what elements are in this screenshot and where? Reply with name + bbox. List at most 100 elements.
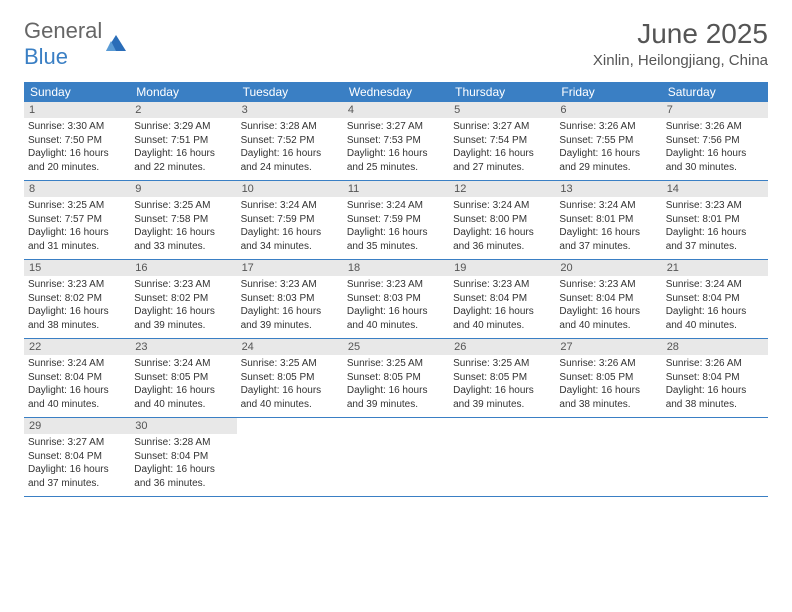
day-details: Sunrise: 3:25 AMSunset: 8:05 PMDaylight:…	[241, 357, 339, 411]
day-details: Sunrise: 3:26 AMSunset: 8:05 PMDaylight:…	[559, 357, 657, 411]
day-cell: 18Sunrise: 3:23 AMSunset: 8:03 PMDayligh…	[343, 260, 449, 338]
week-row: 1 Sunrise: 3:30 AMSunset: 7:50 PMDaylight…	[24, 102, 768, 181]
day-number: 13	[555, 181, 661, 197]
day-cell: 7 Sunrise: 3:26 AMSunset: 7:56 PMDaylight…	[662, 102, 768, 180]
weekday-header: Tuesday	[237, 82, 343, 102]
day-number: 28	[662, 339, 768, 355]
day-cell: 13 Sunrise: 3:24 AMSunset: 8:01 PMDayligh…	[555, 181, 661, 259]
day-number: 12	[449, 181, 555, 197]
day-cell: 9Sunrise: 3:25 AMSunset: 7:58 PMDaylight…	[130, 181, 236, 259]
day-details: Sunrise: 3:26 AMSunset: 7:55 PMDaylight:…	[559, 120, 657, 174]
title-block: June 2025 Xinlin, Heilongjiang, China	[593, 18, 768, 69]
day-number: 22	[24, 339, 130, 355]
day-cell: 24Sunrise: 3:25 AMSunset: 8:05 PMDayligh…	[237, 339, 343, 417]
logo-text-2: Blue	[24, 44, 68, 69]
calendar: SundayMondayTuesdayWednesdayThursdayFrid…	[24, 82, 768, 497]
day-details: Sunrise: 3:28 AMSunset: 7:52 PMDaylight:…	[241, 120, 339, 174]
day-details: Sunrise: 3:23 AMSunset: 8:04 PMDaylight:…	[453, 278, 551, 332]
day-number: 21	[662, 260, 768, 276]
day-cell: 30 Sunrise: 3:28 AMSunset: 8:04 PMDayligh…	[130, 418, 236, 496]
day-number: 4	[343, 102, 449, 118]
day-cell: 29 Sunrise: 3:27 AMSunset: 8:04 PMDayligh…	[24, 418, 130, 496]
day-number: 1	[24, 102, 130, 118]
day-number: 27	[555, 339, 661, 355]
logo-text-1: General	[24, 18, 102, 43]
day-details: Sunrise: 3:24 AMSunset: 8:05 PMDaylight:…	[134, 357, 232, 411]
day-details: Sunrise: 3:23 AMSunset: 8:02 PMDaylight:…	[134, 278, 232, 332]
day-cell: 17 Sunrise: 3:23 AMSunset: 8:03 PMDayligh…	[237, 260, 343, 338]
day-cell: 1 Sunrise: 3:30 AMSunset: 7:50 PMDaylight…	[24, 102, 130, 180]
day-cell	[662, 418, 768, 496]
day-number: 3	[237, 102, 343, 118]
day-cell: 10Sunrise: 3:24 AMSunset: 7:59 PMDayligh…	[237, 181, 343, 259]
day-details: Sunrise: 3:27 AMSunset: 7:53 PMDaylight:…	[347, 120, 445, 174]
day-number: 25	[343, 339, 449, 355]
day-details: Sunrise: 3:29 AMSunset: 7:51 PMDaylight:…	[134, 120, 232, 174]
day-cell: 2 Sunrise: 3:29 AMSunset: 7:51 PMDaylight…	[130, 102, 236, 180]
day-cell: 19 Sunrise: 3:23 AMSunset: 8:04 PMDayligh…	[449, 260, 555, 338]
day-details: Sunrise: 3:26 AMSunset: 8:04 PMDaylight:…	[666, 357, 764, 411]
day-details: Sunrise: 3:24 AMSunset: 7:59 PMDaylight:…	[241, 199, 339, 253]
week-row: 22 Sunrise: 3:24 AMSunset: 8:04 PMDayligh…	[24, 339, 768, 418]
day-number: 30	[130, 418, 236, 434]
day-cell: 21 Sunrise: 3:24 AMSunset: 8:04 PMDayligh…	[662, 260, 768, 338]
weekday-header: Sunday	[24, 82, 130, 102]
day-details: Sunrise: 3:25 AMSunset: 8:05 PMDaylight:…	[347, 357, 445, 411]
day-number: 2	[130, 102, 236, 118]
day-details: Sunrise: 3:25 AMSunset: 8:05 PMDaylight:…	[453, 357, 551, 411]
day-details: Sunrise: 3:25 AMSunset: 7:57 PMDaylight:…	[28, 199, 126, 253]
day-details: Sunrise: 3:25 AMSunset: 7:58 PMDaylight:…	[134, 199, 232, 253]
day-details: Sunrise: 3:24 AMSunset: 8:00 PMDaylight:…	[453, 199, 551, 253]
day-details: Sunrise: 3:23 AMSunset: 8:01 PMDaylight:…	[666, 199, 764, 253]
day-number: 17	[237, 260, 343, 276]
day-details: Sunrise: 3:28 AMSunset: 8:04 PMDaylight:…	[134, 436, 232, 490]
day-number: 7	[662, 102, 768, 118]
day-cell: 6 Sunrise: 3:26 AMSunset: 7:55 PMDaylight…	[555, 102, 661, 180]
day-details: Sunrise: 3:23 AMSunset: 8:02 PMDaylight:…	[28, 278, 126, 332]
day-number: 8	[24, 181, 130, 197]
day-cell: 20Sunrise: 3:23 AMSunset: 8:04 PMDayligh…	[555, 260, 661, 338]
weekday-header: Friday	[555, 82, 661, 102]
day-number: 5	[449, 102, 555, 118]
weekday-header: Monday	[130, 82, 236, 102]
day-number: 23	[130, 339, 236, 355]
day-cell: 8 Sunrise: 3:25 AMSunset: 7:57 PMDaylight…	[24, 181, 130, 259]
month-title: June 2025	[593, 18, 768, 50]
week-row: 15Sunrise: 3:23 AMSunset: 8:02 PMDayligh…	[24, 260, 768, 339]
weekday-header: Wednesday	[343, 82, 449, 102]
day-number: 6	[555, 102, 661, 118]
day-cell: 26Sunrise: 3:25 AMSunset: 8:05 PMDayligh…	[449, 339, 555, 417]
day-details: Sunrise: 3:24 AMSunset: 8:04 PMDaylight:…	[666, 278, 764, 332]
weekday-header: Thursday	[449, 82, 555, 102]
day-cell: 12 Sunrise: 3:24 AMSunset: 8:00 PMDayligh…	[449, 181, 555, 259]
weekday-header: Saturday	[662, 82, 768, 102]
day-details: Sunrise: 3:23 AMSunset: 8:03 PMDaylight:…	[241, 278, 339, 332]
day-cell	[343, 418, 449, 496]
day-cell: 15Sunrise: 3:23 AMSunset: 8:02 PMDayligh…	[24, 260, 130, 338]
day-number: 19	[449, 260, 555, 276]
day-cell: 16 Sunrise: 3:23 AMSunset: 8:02 PMDayligh…	[130, 260, 236, 338]
day-cell: 23 Sunrise: 3:24 AMSunset: 8:05 PMDayligh…	[130, 339, 236, 417]
weekday-header-row: SundayMondayTuesdayWednesdayThursdayFrid…	[24, 82, 768, 102]
day-details: Sunrise: 3:27 AMSunset: 8:04 PMDaylight:…	[28, 436, 126, 490]
day-cell: 14 Sunrise: 3:23 AMSunset: 8:01 PMDayligh…	[662, 181, 768, 259]
day-cell: 3 Sunrise: 3:28 AMSunset: 7:52 PMDaylight…	[237, 102, 343, 180]
day-details: Sunrise: 3:26 AMSunset: 7:56 PMDaylight:…	[666, 120, 764, 174]
day-cell	[237, 418, 343, 496]
day-details: Sunrise: 3:24 AMSunset: 8:01 PMDaylight:…	[559, 199, 657, 253]
day-number: 18	[343, 260, 449, 276]
day-number: 11	[343, 181, 449, 197]
day-cell: 28 Sunrise: 3:26 AMSunset: 8:04 PMDayligh…	[662, 339, 768, 417]
logo-triangle-icon	[104, 31, 130, 57]
week-row: 8 Sunrise: 3:25 AMSunset: 7:57 PMDaylight…	[24, 181, 768, 260]
day-number: 16	[130, 260, 236, 276]
day-cell: 11Sunrise: 3:24 AMSunset: 7:59 PMDayligh…	[343, 181, 449, 259]
day-cell: 22 Sunrise: 3:24 AMSunset: 8:04 PMDayligh…	[24, 339, 130, 417]
day-cell: 25 Sunrise: 3:25 AMSunset: 8:05 PMDayligh…	[343, 339, 449, 417]
day-cell	[449, 418, 555, 496]
day-number: 14	[662, 181, 768, 197]
day-number: 29	[24, 418, 130, 434]
day-details: Sunrise: 3:24 AMSunset: 8:04 PMDaylight:…	[28, 357, 126, 411]
day-cell: 27 Sunrise: 3:26 AMSunset: 8:05 PMDayligh…	[555, 339, 661, 417]
day-details: Sunrise: 3:30 AMSunset: 7:50 PMDaylight:…	[28, 120, 126, 174]
